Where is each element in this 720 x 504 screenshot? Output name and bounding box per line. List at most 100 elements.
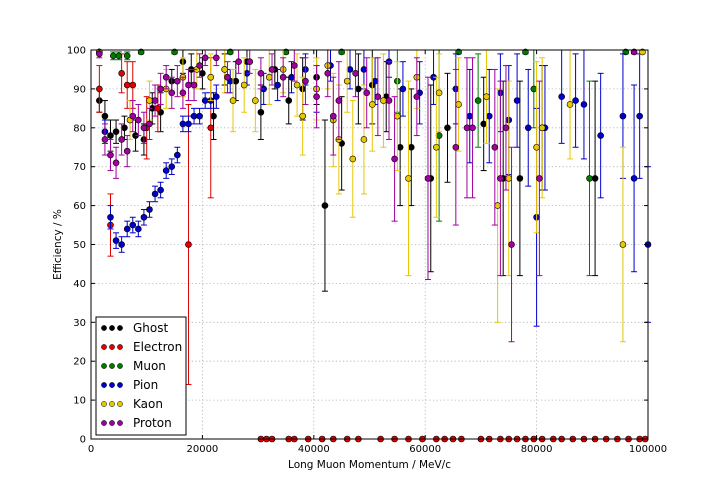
data-point [252, 97, 259, 104]
data-point [257, 70, 265, 77]
y-tick-label: 0 [80, 435, 86, 446]
data-point [433, 143, 440, 151]
data-point [107, 132, 114, 139]
legend-marker [117, 382, 123, 388]
data-point [413, 93, 421, 100]
data-point [190, 81, 198, 89]
legend-label: Muon [133, 359, 166, 373]
data-point [140, 124, 148, 132]
data-point [288, 73, 295, 81]
data-point [368, 101, 376, 108]
legend-marker [109, 363, 115, 369]
legend-entry-proton: Proton [101, 416, 172, 430]
data-point [112, 237, 120, 244]
legend-marker [117, 363, 123, 369]
data-point [101, 112, 109, 120]
legend-marker [117, 420, 123, 426]
data-point [101, 136, 109, 143]
data-point [123, 81, 131, 89]
data-point [179, 89, 187, 97]
data-point [96, 85, 103, 93]
data-point [123, 147, 131, 155]
data-point [352, 70, 359, 77]
legend-box [95, 316, 187, 436]
data-point [502, 124, 510, 132]
data-point [636, 112, 643, 120]
legend-marker [117, 344, 123, 350]
data-point [513, 97, 521, 104]
x-tick-label: 80000 [521, 444, 553, 455]
data-point [213, 93, 220, 100]
data-point [355, 85, 362, 93]
data-point [129, 81, 137, 89]
data-point [190, 112, 198, 120]
data-point [530, 85, 538, 93]
y-tick-label: 50 [73, 240, 86, 251]
data-point [566, 101, 574, 108]
y-tick-label: 80 [73, 123, 86, 134]
data-point [558, 93, 565, 100]
data-point [268, 66, 276, 73]
data-point [201, 97, 209, 104]
y-tick-label: 90 [73, 84, 86, 95]
data-point [207, 124, 215, 132]
legend-label: Ghost [133, 321, 168, 335]
y-tick-label: 40 [73, 279, 86, 290]
data-point [313, 93, 320, 100]
y-tick-label: 30 [73, 318, 86, 329]
legend-entry-muon: Muon [101, 359, 166, 373]
data-point [185, 241, 192, 248]
legend-marker [101, 363, 107, 369]
data-point [221, 66, 228, 73]
legend-marker [101, 382, 107, 388]
data-point [179, 120, 187, 128]
data-point [586, 175, 593, 182]
series-electron [96, 53, 649, 443]
data-point [265, 73, 273, 81]
data-point [335, 97, 343, 104]
data-point [391, 155, 398, 163]
data-point [466, 112, 474, 120]
y-tick-label: 10 [73, 396, 86, 407]
data-point [121, 124, 128, 132]
data-point [536, 175, 543, 182]
data-point [407, 143, 415, 151]
legend-marker [109, 325, 115, 331]
data-point [538, 124, 546, 132]
data-point [157, 186, 164, 194]
y-tick-label: 70 [73, 162, 86, 173]
x-tick-label: 100000 [629, 444, 667, 455]
data-point [115, 52, 123, 60]
data-point [112, 128, 120, 135]
axis-ticks: 0 20000 40000 60000 80000 100000 0 10 20 30 40 50 60… [67, 46, 667, 456]
legend-marker [101, 401, 107, 407]
data-point [146, 206, 153, 213]
data-point [199, 70, 206, 77]
data-point [483, 93, 490, 100]
legend-marker [101, 325, 107, 331]
y-tick-label: 20 [73, 357, 86, 368]
data-point [360, 66, 368, 73]
data-point [480, 120, 487, 128]
data-point [135, 116, 142, 124]
legend-marker [101, 344, 107, 350]
data-point [452, 143, 460, 151]
data-point [224, 73, 231, 81]
series-kaon [96, 48, 646, 343]
data-point [494, 202, 501, 209]
data-point [240, 81, 248, 89]
data-point [343, 77, 351, 85]
data-point [162, 73, 170, 81]
data-point [580, 101, 588, 108]
plot-area [96, 48, 652, 443]
data-point [129, 221, 137, 229]
data-point [107, 151, 114, 159]
data-point [229, 97, 237, 104]
legend-label: Pion [133, 378, 158, 392]
data-point [302, 77, 309, 85]
data-point [444, 124, 451, 132]
data-point [232, 77, 240, 85]
data-point [235, 58, 242, 65]
data-point [524, 124, 532, 132]
legend-label: Proton [133, 416, 172, 430]
